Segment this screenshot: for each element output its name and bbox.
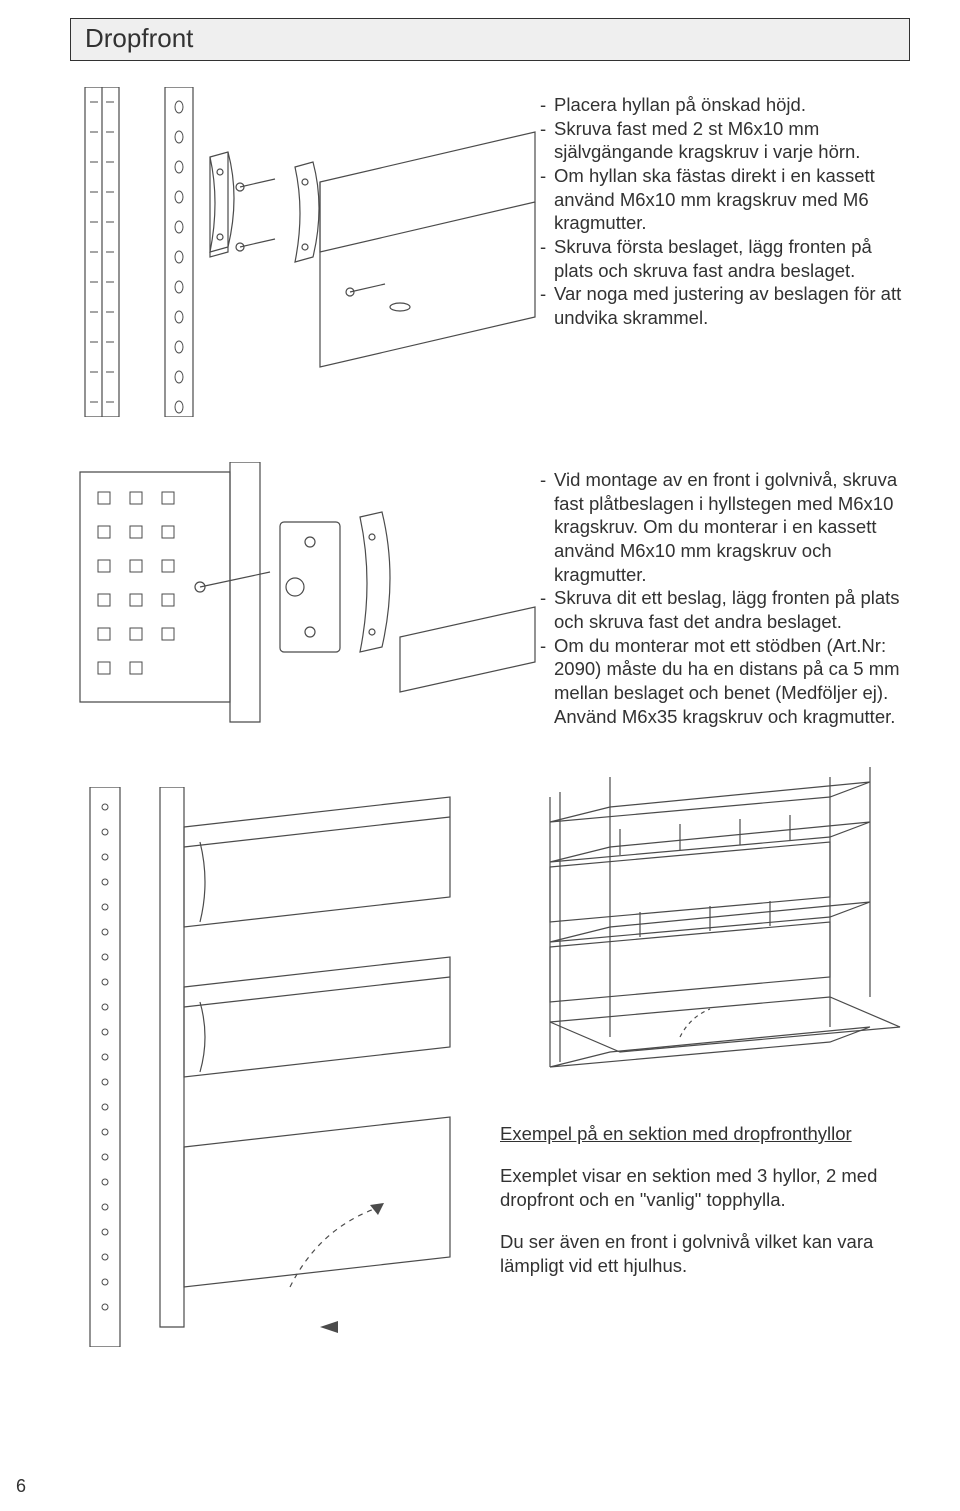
example-caption: Exempel på en sektion med dropfronthyllo… (500, 1122, 910, 1146)
s2-b2: Skruva dit ett beslag, lägg fronten på p… (554, 586, 910, 633)
text-block-2: -Vid montage av en front i golvnivå, skr… (540, 462, 910, 728)
s1-b3: Om hyllan ska fästas direkt i en kassett… (554, 164, 910, 235)
section-title-box: Dropfront (70, 18, 910, 61)
s2-b1: Vid montage av en front i golvnivå, skru… (554, 468, 910, 586)
s1-b5: Var noga med justering av beslagen för a… (554, 282, 910, 329)
page-number: 6 (16, 1476, 26, 1497)
row-1: -Placera hyllan på önskad höjd. -Skruva … (70, 87, 910, 422)
figure-2 (70, 462, 540, 747)
figure-1 (70, 87, 540, 422)
text-block-1: -Placera hyllan på önskad höjd. -Skruva … (540, 87, 910, 330)
row-3: Exempel på en sektion med dropfronthyllo… (70, 787, 910, 1352)
s1-b2: Skruva fast med 2 st M6x10 mm självgänga… (554, 117, 910, 164)
s1-b4: Skruva första beslaget, lägg fronten på … (554, 235, 910, 282)
example-p1: Exemplet visar en sektion med 3 hyllor, … (500, 1164, 910, 1211)
figure-4 (500, 767, 910, 1092)
section-title: Dropfront (85, 23, 895, 54)
s1-b1: Placera hyllan på önskad höjd. (554, 93, 910, 117)
example-p2: Du ser även en front i golvnivå vilket k… (500, 1230, 910, 1277)
row-2: -Vid montage av en front i golvnivå, skr… (70, 462, 910, 747)
s2-b3: Om du monterar mot ett stödben (Art.Nr: … (554, 634, 910, 729)
figure-3 (70, 787, 470, 1352)
